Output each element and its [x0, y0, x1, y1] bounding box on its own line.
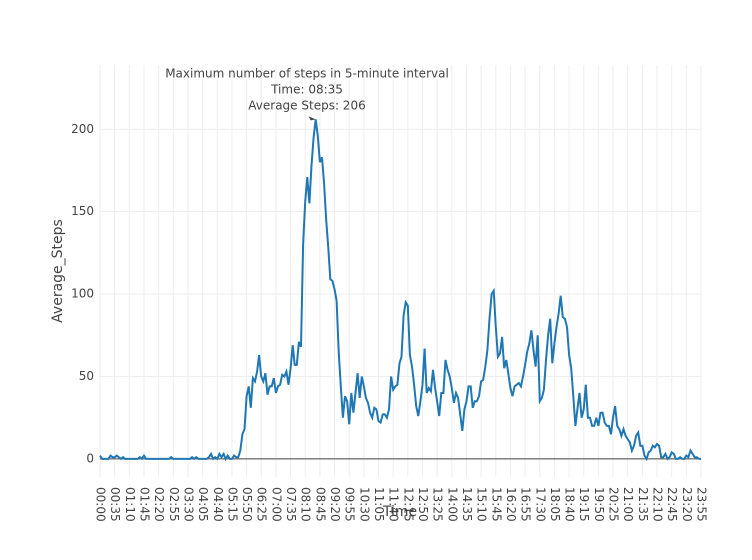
x-tick-label: 00:35 [108, 487, 122, 522]
x-tick-label: 23:55 [695, 487, 709, 522]
x-tick-label: 07:00 [269, 487, 283, 522]
x-tick-label: 21:35 [636, 487, 650, 522]
x-tick-label: 14:00 [445, 487, 459, 522]
x-tick-label: 07:35 [284, 487, 298, 522]
x-tick-label: 16:55 [519, 487, 533, 522]
x-ticks: 00:00 00:35 01:10 01:45 02:20 02:55 03:30 04:05… [94, 487, 709, 522]
x-tick-label: 02:55 [167, 487, 181, 522]
x-tick-label: 18:40 [563, 487, 577, 522]
x-tick-label: 12:15 [401, 487, 415, 522]
x-tick-label: 09:20 [328, 487, 342, 522]
line [99, 119, 701, 462]
x-tick-label: 05:15 [225, 487, 239, 522]
x-tick-label: 21:00 [621, 487, 635, 522]
x-axis-label: Time [382, 504, 417, 520]
x-tick-label: 08:45 [313, 487, 327, 522]
x-tick-label: 13:25 [431, 487, 445, 522]
x-tick-label: 00:00 [94, 487, 108, 522]
x-tick-label: 19:50 [592, 487, 606, 522]
x-tick-label: 10:30 [357, 487, 371, 522]
annotation: Maximum number of steps in 5-minute inte… [165, 67, 449, 121]
x-tick-label: 08:10 [299, 487, 313, 522]
x-tick-label: 19:15 [577, 487, 591, 522]
x-tick-label: 04:40 [211, 487, 225, 522]
x-tick-label: 16:20 [504, 487, 518, 522]
x-tick-label: 04:05 [196, 487, 210, 522]
x-tick-label: 02:20 [152, 487, 166, 522]
x-tick-label: 20:25 [607, 487, 621, 522]
y-axis-label: Average_Steps [50, 219, 66, 323]
annotation-arrow [308, 116, 316, 121]
y-tick-label: 100 [71, 287, 94, 301]
annotation-text: Time: 08:35 [270, 83, 343, 97]
x-tick-label: 12:50 [416, 487, 430, 522]
x-tick-label: 22:45 [665, 487, 679, 522]
x-tick-label: 15:10 [475, 487, 489, 522]
x-tick-label: 11:05 [372, 487, 386, 522]
grid [99, 65, 702, 477]
x-tick-label: 01:45 [137, 487, 151, 522]
x-tick-label: 15:45 [489, 487, 503, 522]
y-tick-label: 0 [86, 451, 94, 465]
y-tick-label: 50 [79, 369, 94, 383]
y-tick-label: 200 [71, 122, 94, 136]
x-tick-label: 01:10 [123, 487, 137, 522]
x-tick-label: 06:25 [255, 487, 269, 522]
x-tick-label: 18:05 [548, 487, 562, 522]
x-tick-label: 23:20 [680, 487, 694, 522]
x-tick-label: 03:30 [181, 487, 195, 522]
x-tick-label: 05:50 [240, 487, 254, 522]
x-tick-label: 11:40 [387, 487, 401, 522]
annotation-text: Average Steps: 206 [248, 99, 365, 113]
y-tick-label: 150 [71, 204, 94, 218]
x-tick-label: 09:55 [343, 487, 357, 522]
annotation-text: Maximum number of steps in 5-minute inte… [165, 67, 449, 81]
x-tick-label: 17:30 [533, 487, 547, 522]
x-tick-label: 14:35 [460, 487, 474, 522]
x-tick-label: 22:10 [651, 487, 665, 522]
